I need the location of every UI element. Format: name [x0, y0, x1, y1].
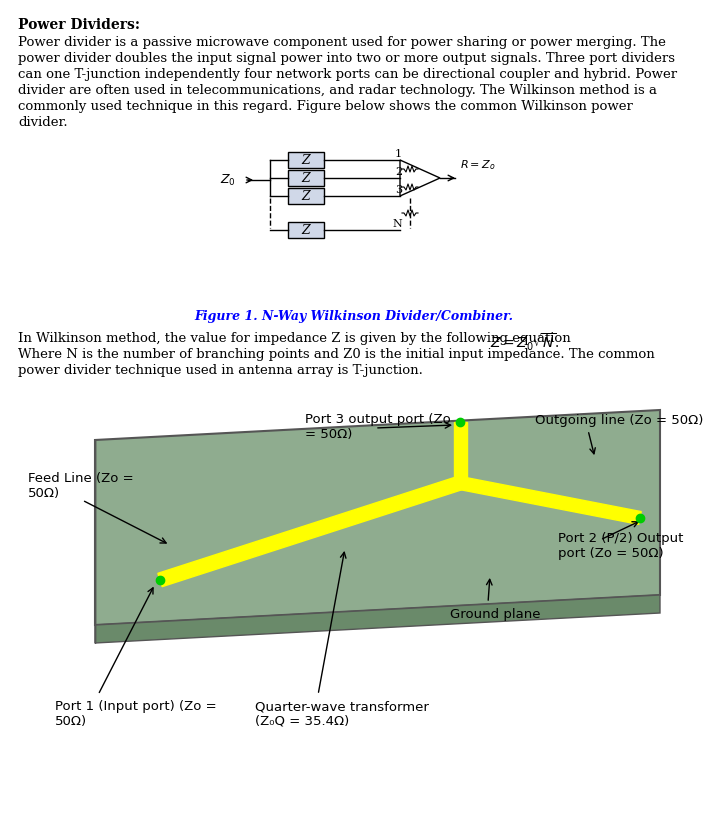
Bar: [288, 170, 324, 186]
Text: $R = Z_o$: $R = Z_o$: [460, 158, 496, 171]
Text: 2: 2: [395, 167, 402, 177]
Polygon shape: [158, 476, 462, 587]
Polygon shape: [95, 410, 660, 625]
Text: Z: Z: [302, 223, 310, 236]
Text: divider are often used in telecommunications, and radar technology. The Wilkinso: divider are often used in telecommunicat…: [18, 84, 657, 97]
Text: Z: Z: [302, 190, 310, 203]
Text: Figure 1. N-Way Wilkinson Divider/Combiner.: Figure 1. N-Way Wilkinson Divider/Combin…: [195, 310, 513, 323]
Text: $Z = Z_0\sqrt{N}$.: $Z = Z_0\sqrt{N}$.: [490, 332, 559, 353]
Text: $Z_0$: $Z_0$: [220, 172, 236, 188]
Polygon shape: [459, 476, 641, 524]
Text: Quarter-wave transformer
(Z₀Q = 35.4Ω): Quarter-wave transformer (Z₀Q = 35.4Ω): [255, 700, 429, 728]
Text: Power Dividers:: Power Dividers:: [18, 18, 140, 32]
Text: N: N: [392, 219, 402, 229]
Text: Port 3 output port (Zo
= 50Ω): Port 3 output port (Zo = 50Ω): [305, 413, 451, 441]
Text: power divider doubles the input signal power into two or more output signals. Th: power divider doubles the input signal p…: [18, 52, 675, 65]
Text: Port 2 (P/2) Output
port (Zo = 50Ω): Port 2 (P/2) Output port (Zo = 50Ω): [558, 532, 683, 560]
Text: Z: Z: [302, 171, 310, 185]
Bar: [288, 222, 324, 238]
Text: Where N is the number of branching points and Z0 is the initial input impedance.: Where N is the number of branching point…: [18, 348, 655, 361]
Text: Z: Z: [302, 153, 310, 166]
Polygon shape: [95, 595, 660, 643]
Text: Port 1 (Input port) (Zo =
50Ω): Port 1 (Input port) (Zo = 50Ω): [55, 700, 217, 728]
Polygon shape: [454, 422, 467, 483]
Text: power divider technique used in antenna array is T-junction.: power divider technique used in antenna …: [18, 364, 423, 377]
Text: 3: 3: [395, 185, 402, 195]
Text: Outgoing line (Zo = 50Ω): Outgoing line (Zo = 50Ω): [535, 414, 703, 427]
Text: In Wilkinson method, the value for impedance Z is given by the following equatio: In Wilkinson method, the value for imped…: [18, 332, 575, 345]
Text: Power divider is a passive microwave component used for power sharing or power m: Power divider is a passive microwave com…: [18, 36, 666, 49]
Text: can one T-junction independently four network ports can be directional coupler a: can one T-junction independently four ne…: [18, 68, 677, 81]
Text: 1: 1: [395, 149, 402, 159]
Text: Feed Line (Zo =
50Ω): Feed Line (Zo = 50Ω): [28, 472, 134, 500]
Text: divider.: divider.: [18, 116, 68, 129]
Bar: [288, 152, 324, 168]
Text: commonly used technique in this regard. Figure below shows the common Wilkinson : commonly used technique in this regard. …: [18, 100, 633, 113]
Bar: [288, 188, 324, 204]
Text: Ground plane: Ground plane: [450, 608, 540, 621]
